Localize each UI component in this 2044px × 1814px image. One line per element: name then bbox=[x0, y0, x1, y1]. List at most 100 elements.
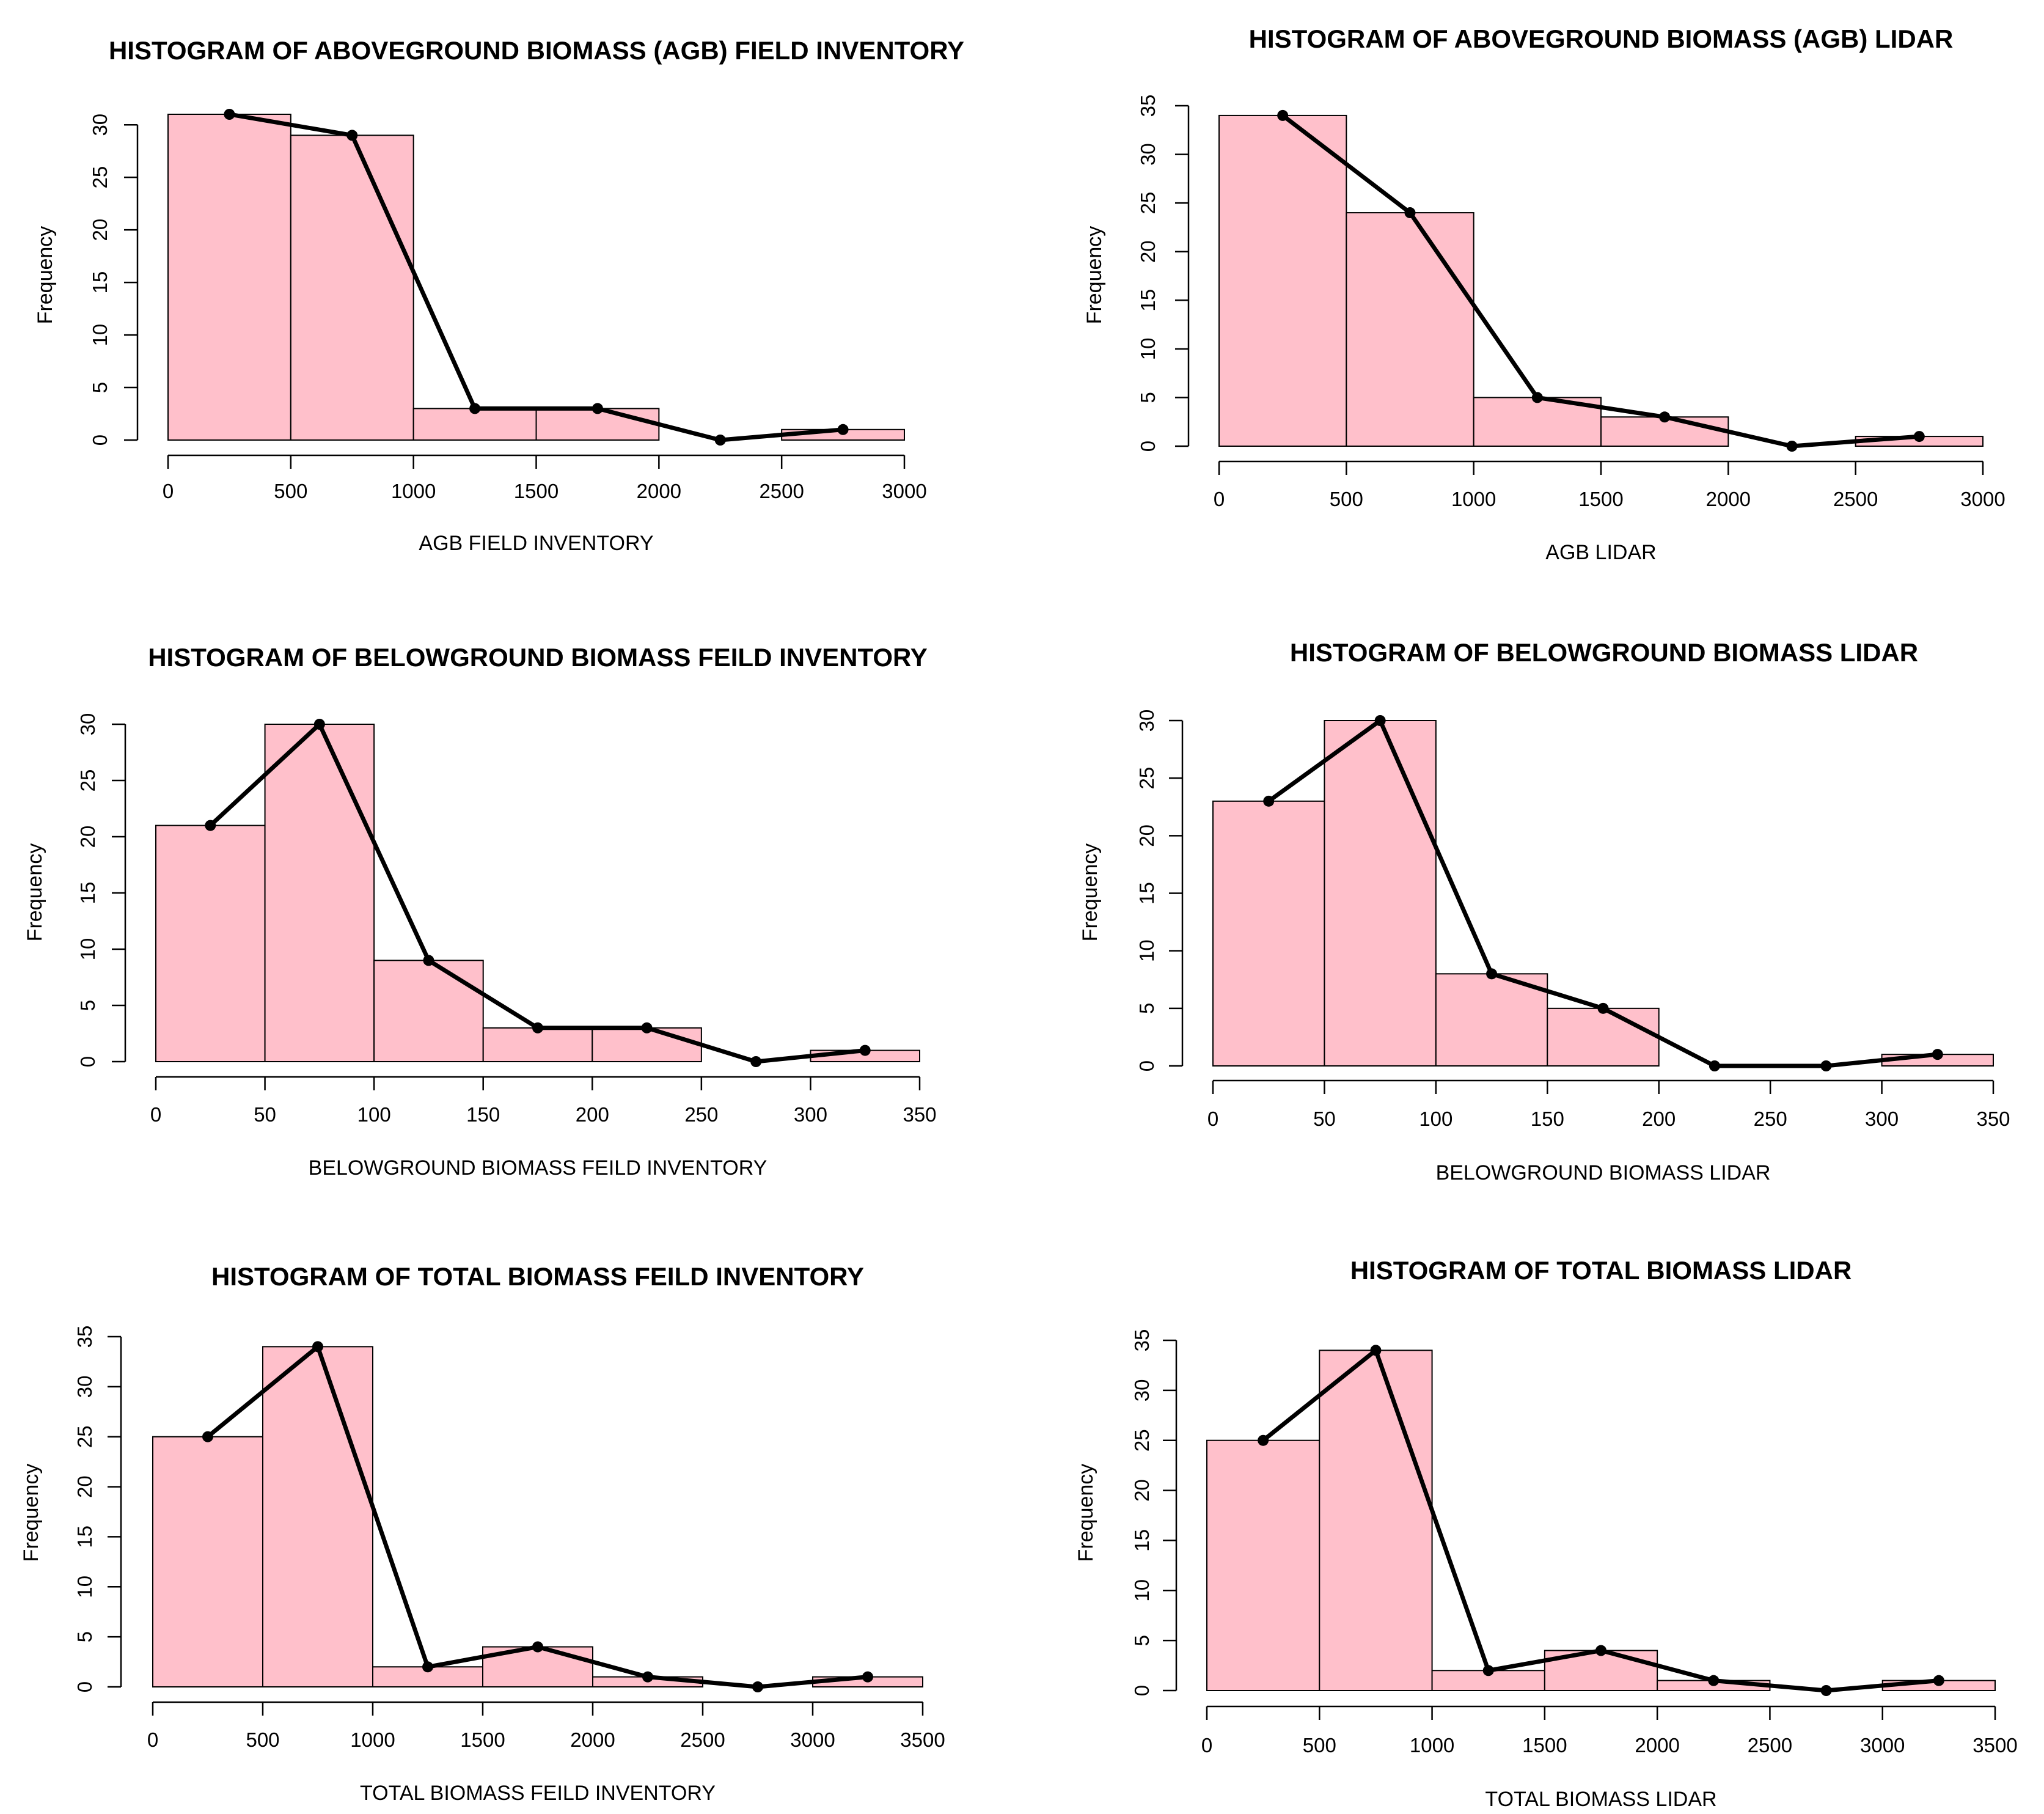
y-tick-label: 0 bbox=[1135, 1060, 1158, 1071]
histogram-bar bbox=[1324, 720, 1437, 1067]
frequency-polygon-point bbox=[1482, 1665, 1494, 1676]
y-tick-label: 10 bbox=[73, 1576, 96, 1598]
x-tick-label: 150 bbox=[1531, 1107, 1564, 1130]
x-tick-label: 1000 bbox=[1451, 488, 1496, 510]
x-tick-label: 0 bbox=[1201, 1734, 1212, 1757]
y-tick-label: 5 bbox=[1130, 1635, 1153, 1646]
x-tick-label: 2500 bbox=[1748, 1734, 1792, 1757]
frequency-polygon-point bbox=[1486, 968, 1498, 980]
x-tick-label: 200 bbox=[1642, 1107, 1676, 1130]
x-tick-label: 350 bbox=[903, 1103, 936, 1126]
x-tick-label: 3500 bbox=[900, 1728, 945, 1751]
y-tick-label: 10 bbox=[1137, 337, 1159, 360]
x-tick-label: 3000 bbox=[1860, 1734, 1905, 1757]
y-tick-label: 35 bbox=[1137, 95, 1159, 117]
histogram-bar bbox=[1212, 800, 1325, 1067]
x-axis-label: BELOWGROUND BIOMASS FEILD INVENTORY bbox=[309, 1156, 767, 1180]
y-tick-label: 30 bbox=[76, 713, 99, 736]
x-tick-label: 1500 bbox=[1578, 488, 1623, 510]
x-tick-label: 3500 bbox=[1973, 1734, 2017, 1757]
x-tick-label: 0 bbox=[1214, 488, 1225, 510]
frequency-polygon-point bbox=[1820, 1685, 1832, 1696]
y-axis-label: Frequency bbox=[23, 843, 46, 942]
x-tick-label: 2000 bbox=[1706, 488, 1751, 510]
y-tick-label: 0 bbox=[89, 435, 111, 446]
y-tick-label: 30 bbox=[1137, 143, 1159, 166]
y-tick-label: 5 bbox=[89, 382, 111, 393]
y-tick-label: 30 bbox=[1135, 710, 1158, 732]
frequency-polygon-point bbox=[205, 820, 216, 831]
frequency-polygon-point bbox=[1370, 1345, 1382, 1356]
y-tick-label: 35 bbox=[73, 1326, 96, 1348]
y-tick-label: 10 bbox=[1130, 1579, 1153, 1602]
histogram-bar bbox=[1319, 1349, 1433, 1691]
frequency-polygon-line bbox=[229, 112, 843, 442]
y-tick-label: 15 bbox=[76, 882, 99, 905]
x-tick-label: 2500 bbox=[759, 480, 804, 502]
frequency-polygon-point bbox=[859, 1045, 871, 1056]
x-tick-label: 2000 bbox=[637, 480, 681, 502]
histogram-bar bbox=[264, 724, 375, 1062]
histogram-bar bbox=[1547, 1007, 1660, 1067]
y-tick-label: 25 bbox=[1135, 767, 1158, 790]
y-tick-label: 5 bbox=[1135, 1003, 1158, 1014]
x-tick-label: 0 bbox=[163, 480, 174, 502]
x-axis-label: BELOWGROUND BIOMASS LIDAR bbox=[1436, 1161, 1771, 1184]
y-tick-label: 20 bbox=[1137, 240, 1159, 263]
y-tick-label: 20 bbox=[76, 826, 99, 848]
x-tick-label: 2500 bbox=[680, 1728, 725, 1751]
frequency-polygon-point bbox=[750, 1056, 762, 1067]
y-tick-label: 20 bbox=[73, 1475, 96, 1498]
y-tick-label: 15 bbox=[1135, 882, 1158, 905]
histogram-bar bbox=[152, 1436, 263, 1688]
chart-title: HISTOGRAM OF ABOVEGROUND BIOMASS (AGB) F… bbox=[109, 36, 964, 65]
histogram-bar bbox=[373, 960, 484, 1063]
y-tick-label: 30 bbox=[1130, 1379, 1153, 1401]
histogram-bar bbox=[1346, 212, 1474, 447]
x-tick-label: 2000 bbox=[1635, 1734, 1679, 1757]
x-tick-label: 250 bbox=[684, 1103, 718, 1126]
chart-title: HISTOGRAM OF BELOWGROUND BIOMASS FEILD I… bbox=[148, 643, 928, 672]
y-tick-label: 10 bbox=[1135, 939, 1158, 962]
frequency-polygon-point bbox=[837, 424, 849, 435]
x-tick-label: 350 bbox=[1976, 1107, 2010, 1130]
frequency-polygon-point bbox=[1708, 1675, 1720, 1686]
x-axis-label: AGB LIDAR bbox=[1545, 541, 1656, 564]
histogram-bar bbox=[262, 1346, 373, 1687]
y-tick-label: 15 bbox=[73, 1526, 96, 1548]
frequency-polygon-point bbox=[1595, 1645, 1606, 1656]
x-tick-label: 0 bbox=[1207, 1107, 1218, 1130]
x-tick-label: 3000 bbox=[1960, 488, 2005, 510]
x-tick-label: 300 bbox=[794, 1103, 827, 1126]
frequency-polygon-point bbox=[1820, 1060, 1832, 1071]
x-tick-label: 200 bbox=[576, 1103, 609, 1126]
y-tick-label: 10 bbox=[89, 324, 111, 347]
frequency-polygon-point bbox=[1932, 1049, 1943, 1060]
y-axis-label: Frequency bbox=[34, 226, 57, 325]
histogram-bar bbox=[167, 114, 291, 441]
x-axis-label: TOTAL BIOMASS LIDAR bbox=[1485, 1788, 1716, 1811]
frequency-polygon-point bbox=[1374, 715, 1386, 726]
x-tick-label: 50 bbox=[1313, 1107, 1336, 1130]
y-tick-label: 0 bbox=[73, 1681, 96, 1692]
y-tick-label: 5 bbox=[76, 1000, 99, 1011]
chart-title: HISTOGRAM OF TOTAL BIOMASS LIDAR bbox=[1350, 1256, 1852, 1285]
x-tick-label: 50 bbox=[254, 1103, 276, 1126]
y-tick-label: 0 bbox=[76, 1056, 99, 1067]
x-tick-label: 0 bbox=[150, 1103, 161, 1126]
frequency-polygon-point bbox=[346, 130, 358, 141]
y-tick-label: 0 bbox=[1130, 1685, 1153, 1696]
frequency-polygon-line bbox=[1281, 114, 1920, 449]
y-tick-label: 25 bbox=[1130, 1429, 1153, 1452]
x-axis-label: TOTAL BIOMASS FEILD INVENTORY bbox=[360, 1782, 716, 1805]
histogram-bar bbox=[1206, 1439, 1321, 1692]
y-axis-label: Frequency bbox=[1074, 1464, 1097, 1562]
frequency-polygon-point bbox=[1258, 1434, 1269, 1446]
frequency-polygon-point bbox=[1531, 392, 1543, 403]
frequency-polygon-point bbox=[1913, 431, 1925, 442]
